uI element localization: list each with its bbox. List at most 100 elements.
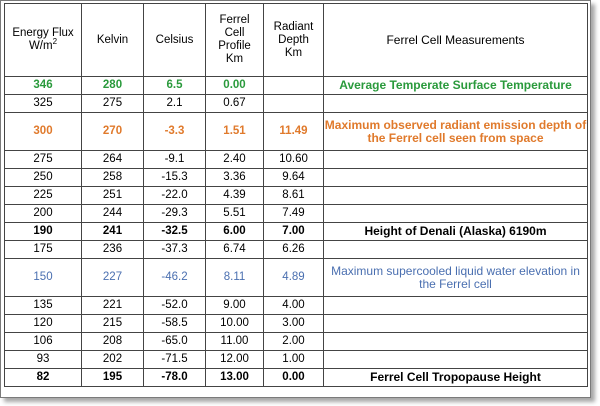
cell-celsius: -52.0 <box>143 296 206 315</box>
cell-note <box>323 240 588 259</box>
cell-depth: 4.89 <box>263 258 324 297</box>
cell-flux: 120 <box>4 314 82 333</box>
table-row: 275 264 -9.1 2.40 10.60 <box>4 150 588 169</box>
cell-kelvin: 221 <box>81 296 144 315</box>
cell-profile: 6.00 <box>205 222 264 241</box>
cell-profile: 0.00 <box>205 76 264 95</box>
cell-note: Average Temperate Surface Temperature <box>323 76 588 95</box>
cell-profile: 3.36 <box>205 168 264 187</box>
table-row: 175 236 -37.3 6.74 6.26 <box>4 240 588 259</box>
cell-kelvin: 258 <box>81 168 144 187</box>
cell-note: Maximum observed radiant emission depth … <box>323 112 588 151</box>
cell-depth: 11.49 <box>263 112 324 151</box>
cell-flux: 82 <box>4 368 82 387</box>
table-row: 150 227 -46.2 8.11 4.89 Maximum supercooled l… <box>4 258 588 297</box>
cell-depth <box>263 76 324 95</box>
cell-depth: 7.00 <box>263 222 324 241</box>
cell-flux: 200 <box>4 204 82 223</box>
cell-note <box>323 314 588 333</box>
cell-depth: 2.00 <box>263 332 324 351</box>
cell-note <box>323 332 588 351</box>
cell-depth: 6.26 <box>263 240 324 259</box>
cell-kelvin: 264 <box>81 150 144 169</box>
cell-kelvin: 244 <box>81 204 144 223</box>
cell-depth: 4.00 <box>263 296 324 315</box>
cell-depth: 3.00 <box>263 314 324 333</box>
cell-flux: 135 <box>4 296 82 315</box>
table-row: 300 270 -3.3 1.51 11.49 Maximum observed radi… <box>4 112 588 151</box>
header-ferrel-profile: Ferrel Cell Profile Km <box>205 3 264 77</box>
cell-note <box>323 168 588 187</box>
header-radiant-depth: Radiant Depth Km <box>263 3 324 77</box>
cell-celsius: -3.3 <box>143 112 206 151</box>
table-row: 346 280 6.5 0.00 Average Temperate Surface T… <box>4 76 588 95</box>
table-body: 346 280 6.5 0.00 Average Temperate Surface T… <box>4 76 588 387</box>
cell-depth: 10.60 <box>263 150 324 169</box>
cell-note <box>323 94 588 113</box>
cell-kelvin: 241 <box>81 222 144 241</box>
cell-kelvin: 236 <box>81 240 144 259</box>
cell-profile: 4.39 <box>205 186 264 205</box>
cell-kelvin: 215 <box>81 314 144 333</box>
cell-celsius: -29.3 <box>143 204 206 223</box>
cell-celsius: 2.1 <box>143 94 206 113</box>
table-row: 93 202 -71.5 12.00 1.00 <box>4 350 588 369</box>
cell-celsius: -9.1 <box>143 150 206 169</box>
table-row: 190 241 -32.5 6.00 7.00 Height of Denali (Ala… <box>4 222 588 241</box>
header-kelvin: Kelvin <box>81 3 144 77</box>
cell-note: Ferrel Cell Tropopause Height <box>323 368 588 387</box>
cell-profile: 6.74 <box>205 240 264 259</box>
cell-profile: 5.51 <box>205 204 264 223</box>
cell-kelvin: 270 <box>81 112 144 151</box>
table-row: 250 258 -15.3 3.36 9.64 <box>4 168 588 187</box>
cell-celsius: -65.0 <box>143 332 206 351</box>
cell-depth: 0.00 <box>263 368 324 387</box>
cell-celsius: 6.5 <box>143 76 206 95</box>
cell-flux: 346 <box>4 76 82 95</box>
cell-kelvin: 227 <box>81 258 144 297</box>
cell-depth: 9.64 <box>263 168 324 187</box>
table-row: 135 221 -52.0 9.00 4.00 <box>4 296 588 315</box>
cell-flux: 93 <box>4 350 82 369</box>
header-measurements: Ferrel Cell Measurements <box>323 3 588 77</box>
cell-celsius: -37.3 <box>143 240 206 259</box>
cell-profile: 1.51 <box>205 112 264 151</box>
cell-depth <box>263 94 324 113</box>
cell-celsius: -58.5 <box>143 314 206 333</box>
cell-note <box>323 150 588 169</box>
cell-flux: 150 <box>4 258 82 297</box>
cell-celsius: -15.3 <box>143 168 206 187</box>
table-row: 325 275 2.1 0.67 <box>4 94 588 113</box>
cell-flux: 250 <box>4 168 82 187</box>
cell-note <box>323 204 588 223</box>
header-row: Energy Flux W/m2 Kelvin Celsius Ferrel C… <box>4 3 588 77</box>
cell-note: Height of Denali (Alaska) 6190m <box>323 222 588 241</box>
cell-kelvin: 275 <box>81 94 144 113</box>
cell-celsius: -46.2 <box>143 258 206 297</box>
cell-celsius: -22.0 <box>143 186 206 205</box>
ferrel-cell-table: Energy Flux W/m2 Kelvin Celsius Ferrel C… <box>4 3 588 387</box>
cell-flux: 175 <box>4 240 82 259</box>
table-frame: Energy Flux W/m2 Kelvin Celsius Ferrel C… <box>0 0 591 398</box>
cell-profile: 11.00 <box>205 332 264 351</box>
cell-kelvin: 195 <box>81 368 144 387</box>
cell-profile: 9.00 <box>205 296 264 315</box>
cell-profile: 13.00 <box>205 368 264 387</box>
table-row: 120 215 -58.5 10.00 3.00 <box>4 314 588 333</box>
cell-note <box>323 186 588 205</box>
cell-note <box>323 350 588 369</box>
cell-celsius: -78.0 <box>143 368 206 387</box>
cell-flux: 275 <box>4 150 82 169</box>
cell-profile: 10.00 <box>205 314 264 333</box>
cell-profile: 8.11 <box>205 258 264 297</box>
cell-kelvin: 202 <box>81 350 144 369</box>
cell-flux: 225 <box>4 186 82 205</box>
cell-profile: 2.40 <box>205 150 264 169</box>
table-row: 200 244 -29.3 5.51 7.49 <box>4 204 588 223</box>
table-row: 82 195 -78.0 13.00 0.00 Ferrel Cell Tropopaus… <box>4 368 588 387</box>
cell-celsius: -32.5 <box>143 222 206 241</box>
cell-profile: 12.00 <box>205 350 264 369</box>
cell-depth: 7.49 <box>263 204 324 223</box>
cell-note <box>323 296 588 315</box>
header-celsius: Celsius <box>143 3 206 77</box>
